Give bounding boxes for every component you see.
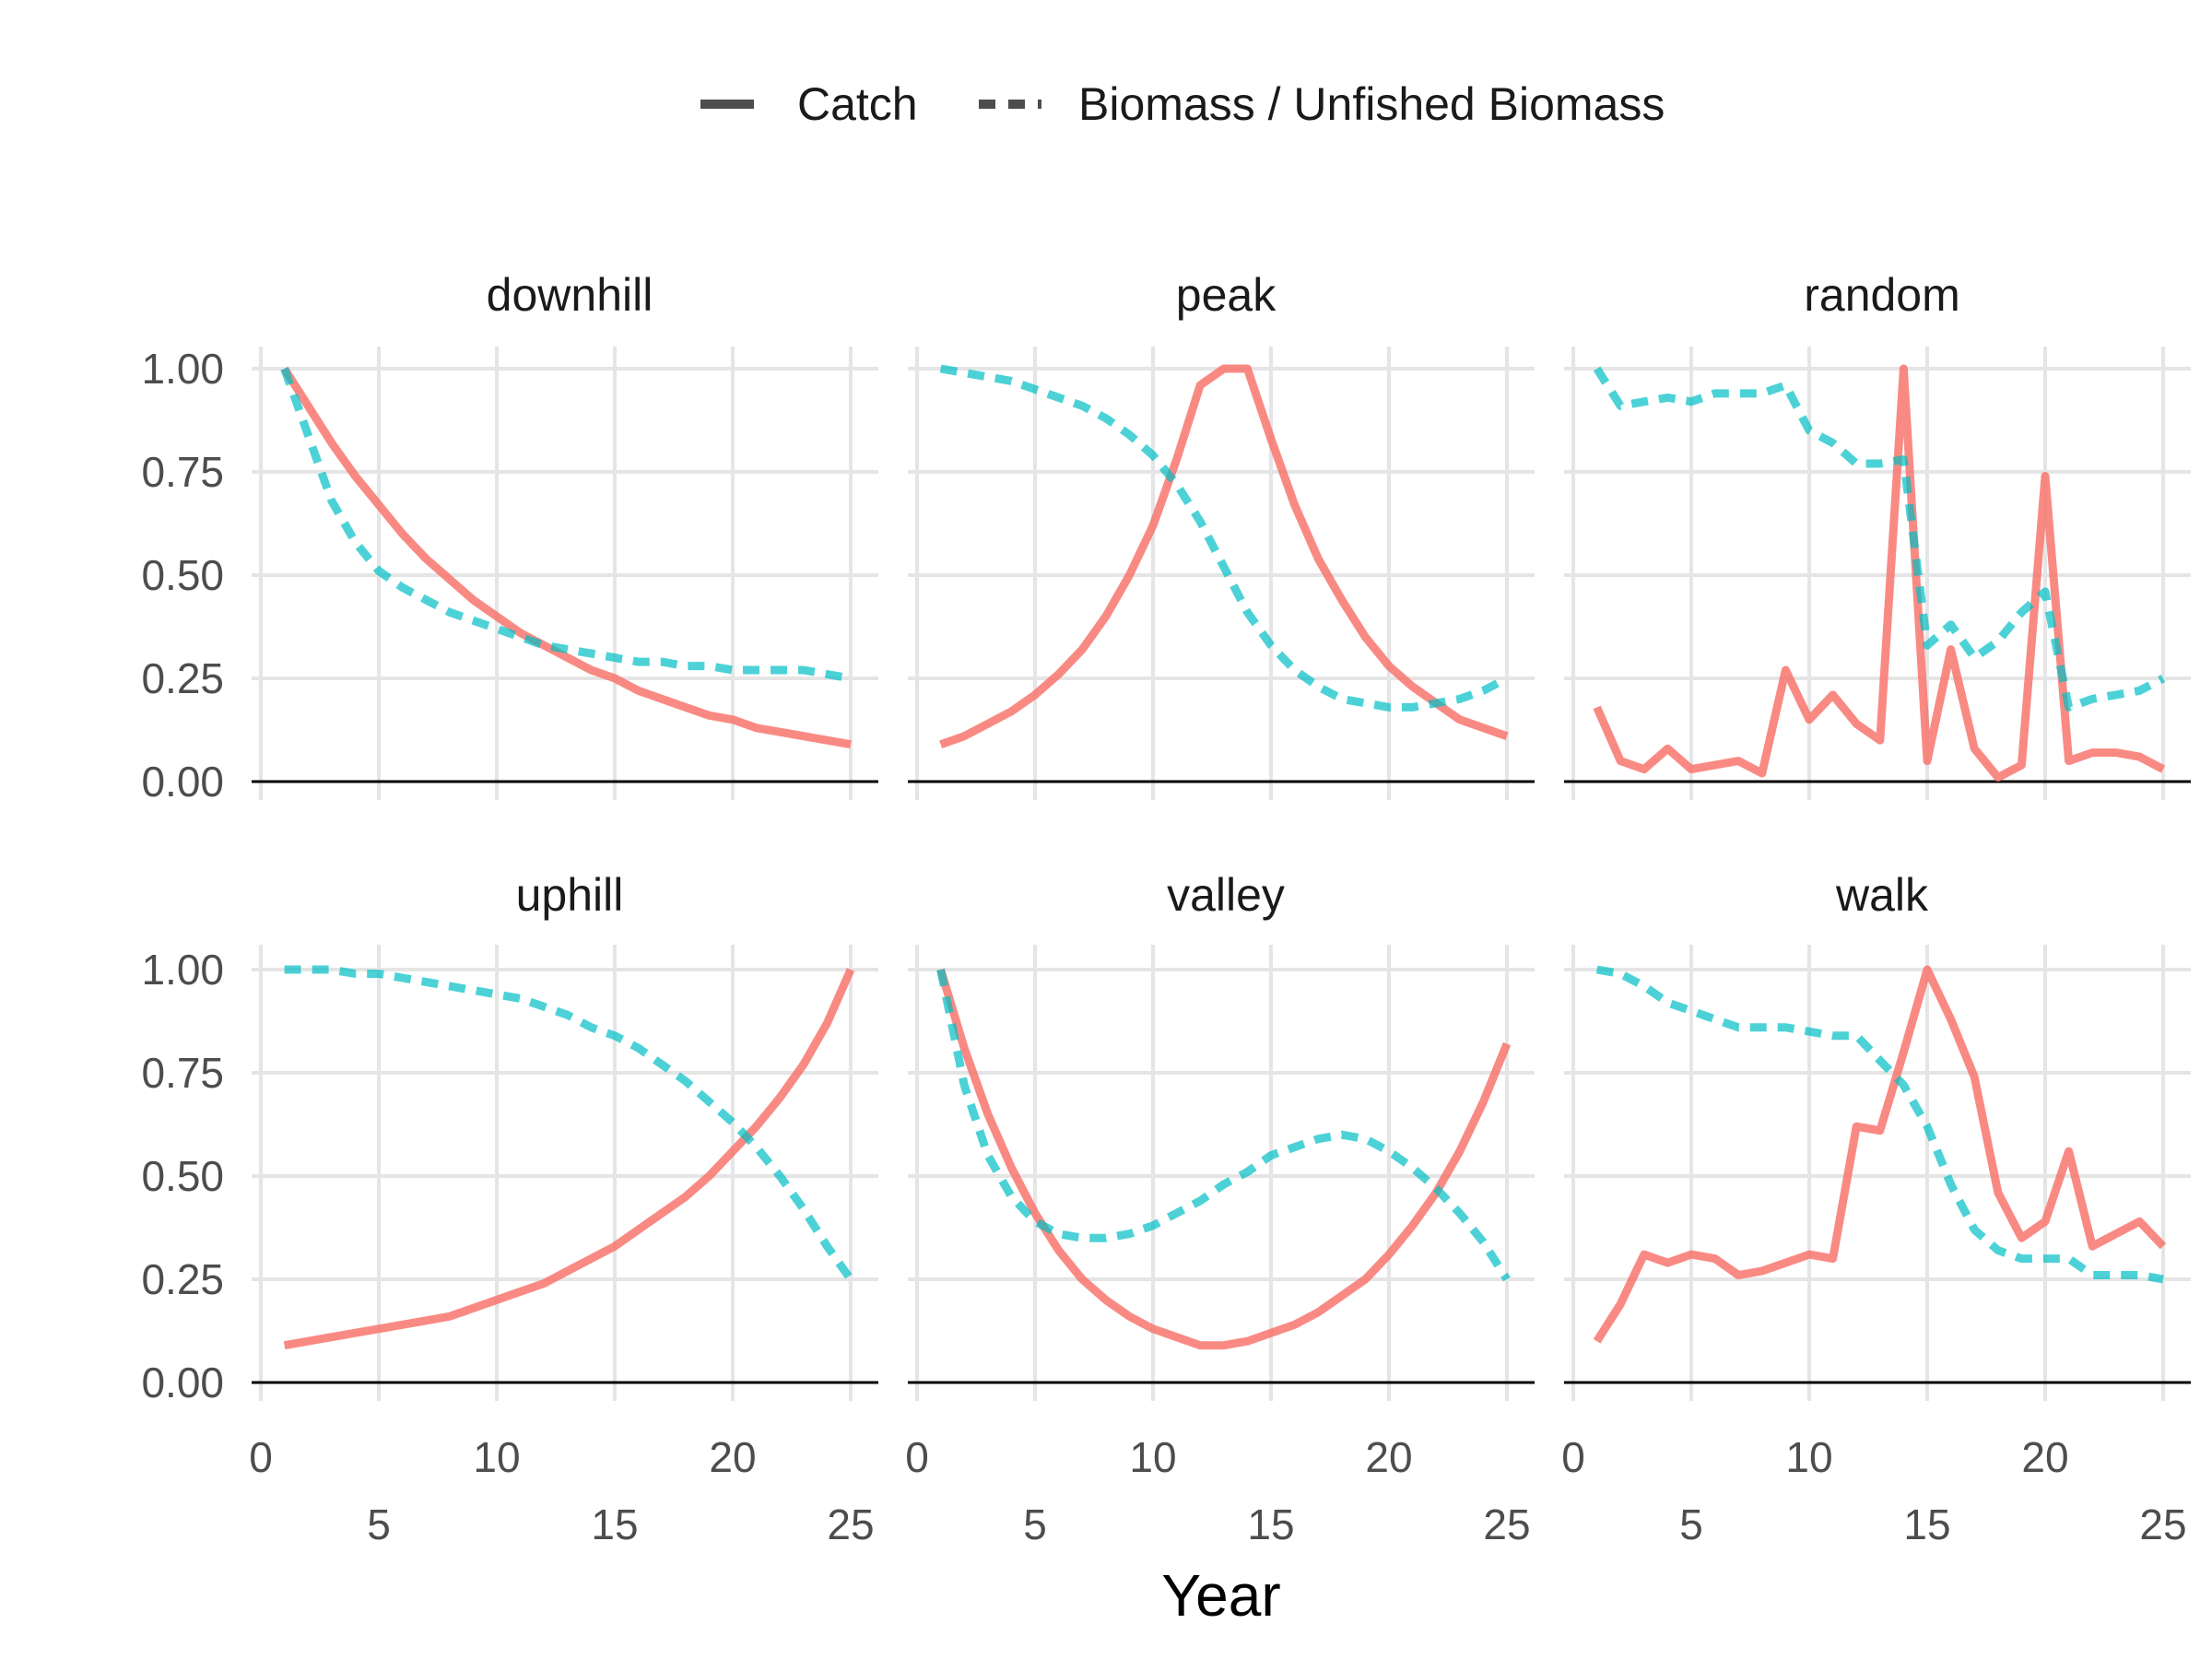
x-tick-label: 15 xyxy=(591,1500,638,1548)
catch-line xyxy=(936,968,1512,1350)
catch-line xyxy=(1593,364,2166,782)
biomass-line xyxy=(284,965,854,1282)
x-tick-label: 25 xyxy=(2139,1500,2186,1548)
x-tick-label: 0 xyxy=(249,1433,273,1481)
x-axis-title: Year xyxy=(1161,1562,1280,1629)
catch-line xyxy=(283,968,855,1350)
biomass-line xyxy=(939,364,1510,712)
biomass-line xyxy=(936,969,1511,1282)
x-tick-label: 20 xyxy=(1365,1433,1412,1481)
y-tick-label: 0.00 xyxy=(141,758,224,806)
catch-line xyxy=(280,366,852,749)
panel-valley: valley 0 10 20 5 15 25 xyxy=(905,869,1535,1548)
panel-downhill: downhill 0.00 0.25 0.50 0.75 1.00 xyxy=(141,269,878,806)
x-tick-label: 5 xyxy=(367,1500,391,1548)
panel-peak: peak xyxy=(908,269,1535,800)
x-tick-label: 15 xyxy=(1903,1500,1950,1548)
x-tick-label: 0 xyxy=(1561,1433,1585,1481)
x-tick-label: 25 xyxy=(827,1500,874,1548)
y-tick-label: 0.75 xyxy=(141,1049,224,1097)
panel-title: uphill xyxy=(516,869,624,921)
legend: Catch Biomass / Unfished Biomass xyxy=(700,78,1665,130)
x-tick-label: 20 xyxy=(709,1433,756,1481)
panel-random: random xyxy=(1564,269,2191,800)
biomass-line xyxy=(280,367,852,683)
x-tick-label: 10 xyxy=(1129,1433,1176,1481)
panel-title: valley xyxy=(1167,869,1285,921)
catch-line xyxy=(939,364,1509,748)
y-tick-label: 0.50 xyxy=(141,1152,224,1200)
panel-uphill: uphill 0.00 0.25 0.50 0.75 1.00 0 10 20 5 15 25 xyxy=(141,869,878,1548)
y-tick-label: 1.00 xyxy=(141,946,224,994)
x-tick-label: 5 xyxy=(1679,1500,1703,1548)
x-tick-label: 5 xyxy=(1023,1500,1047,1548)
y-tick-label: 0.25 xyxy=(141,654,224,702)
x-tick-label: 10 xyxy=(473,1433,520,1481)
panel-title: walk xyxy=(1835,869,1929,921)
x-tick-label: 20 xyxy=(2021,1433,2068,1481)
panel-title: random xyxy=(1804,269,1960,321)
panel-walk: walk 0 10 20 5 15 25 xyxy=(1561,869,2191,1548)
x-tick-label: 15 xyxy=(1247,1500,1294,1548)
panel-title: peak xyxy=(1176,269,1277,321)
y-tick-label: 1.00 xyxy=(141,345,224,393)
x-tick-label: 0 xyxy=(905,1433,929,1481)
x-tick-label: 25 xyxy=(1483,1500,1530,1548)
y-tick-label: 0.00 xyxy=(141,1359,224,1406)
x-tick-label: 10 xyxy=(1785,1433,1832,1481)
y-tick-label: 0.25 xyxy=(141,1255,224,1303)
catch-line xyxy=(1593,965,2167,1344)
biomass-line xyxy=(1593,366,2166,712)
panel-title: downhill xyxy=(487,269,653,321)
legend-label-catch: Catch xyxy=(797,78,918,130)
y-tick-label: 0.50 xyxy=(141,551,224,599)
y-tick-label: 0.75 xyxy=(141,448,224,496)
panels: downhill 0.00 0.25 0.50 0.75 1.00 peak random up… xyxy=(141,269,2191,1548)
legend-label-biomass: Biomass / Unfished Biomass xyxy=(1078,78,1665,130)
biomass-line xyxy=(1595,965,2164,1284)
